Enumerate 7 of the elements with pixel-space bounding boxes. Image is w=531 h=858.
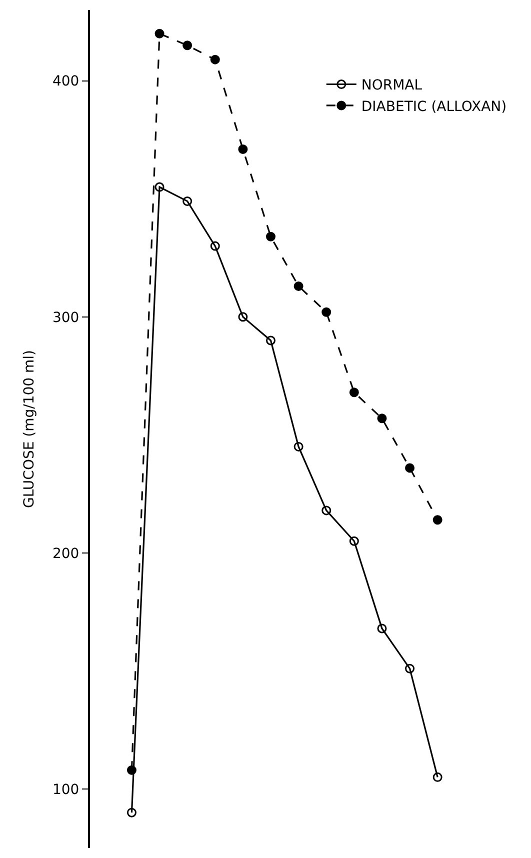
legend-label: NORMAL xyxy=(361,78,422,94)
y-tick-label: 300 xyxy=(52,310,80,326)
legend-label: DIABETIC (ALLOXAN) xyxy=(361,98,507,115)
y-tick-label: 400 xyxy=(52,74,80,90)
y-axis-title: GLUCOSE (mg/100 ml) xyxy=(22,350,38,508)
y-tick-label: 200 xyxy=(52,546,80,562)
y-tick-label: 100 xyxy=(52,782,80,798)
